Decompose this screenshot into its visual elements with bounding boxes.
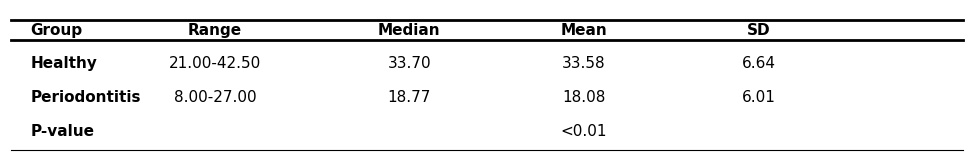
Text: Median: Median [378,23,440,38]
Text: Healthy: Healthy [30,56,97,71]
Text: P-value: P-value [30,124,94,139]
Text: 6.01: 6.01 [742,90,776,105]
Text: Range: Range [188,23,243,38]
Text: 33.58: 33.58 [562,56,606,71]
Text: 18.77: 18.77 [388,90,431,105]
Text: Periodontitis: Periodontitis [30,90,141,105]
Text: 21.00-42.50: 21.00-42.50 [169,56,261,71]
Text: SD: SD [747,23,770,38]
Text: <0.01: <0.01 [561,124,608,139]
Text: 33.70: 33.70 [388,56,431,71]
Text: Mean: Mean [561,23,608,38]
Text: 18.08: 18.08 [562,90,606,105]
Text: Group: Group [30,23,83,38]
Text: 8.00-27.00: 8.00-27.00 [173,90,256,105]
Text: 6.64: 6.64 [742,56,776,71]
